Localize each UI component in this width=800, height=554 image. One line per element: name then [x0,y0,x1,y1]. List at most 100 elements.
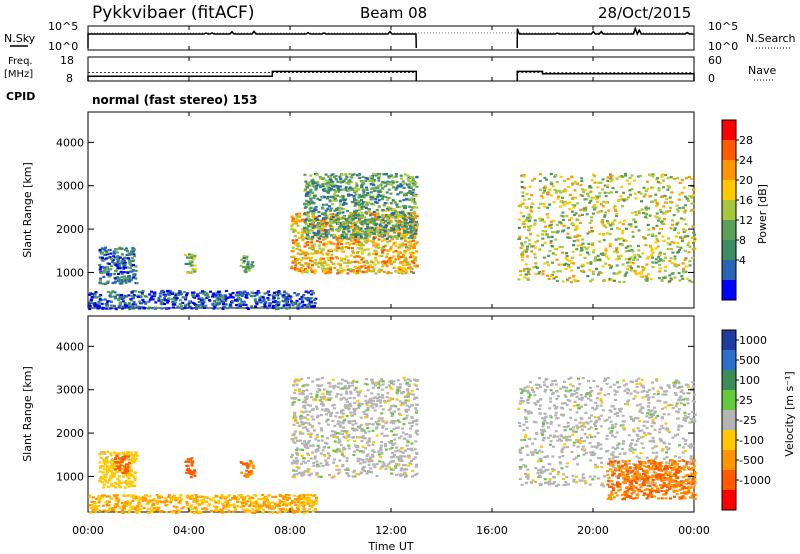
echo-cell [616,251,620,254]
echo-cell [646,255,650,258]
echo-cell [393,438,397,441]
echo-cell [543,189,547,192]
echo-cell [387,259,391,262]
echo-cell [377,386,380,389]
echo-cell [204,294,208,297]
echo-cell [387,219,391,222]
echo-cell [555,279,559,283]
echo-cell [202,300,206,303]
echo-cell [372,441,376,444]
echo-cell [306,452,310,455]
echo-cell [567,263,571,266]
echo-cell [684,270,688,273]
echo-cell [130,291,134,294]
nsky-tick-bottom: 10^0 [48,40,78,53]
echo-cell [333,193,336,196]
echo-cell [240,258,243,261]
echo-cell [293,461,297,464]
echo-cell [311,212,314,216]
echo-cell [399,177,403,180]
echo-cell [319,462,323,465]
echo-cell [671,251,675,254]
echo-cell [363,194,367,197]
echo-cell [534,273,538,276]
echo-cell [688,264,692,267]
echo-cell [412,184,416,187]
echo-cell [675,204,679,207]
echo-cell [304,257,308,260]
echo-cell [228,303,232,306]
echo-cell [158,292,162,295]
echo-cell [323,212,327,215]
echo-cell [629,225,633,228]
echo-cell [312,196,316,200]
echo-cell [324,229,327,232]
echo-cell [582,207,586,210]
echo-cell [386,392,390,395]
echo-cell [149,297,153,300]
echo-cell [541,417,545,420]
echo-cell [216,299,220,302]
echo-cell [361,175,365,178]
echo-cell [385,223,389,226]
echo-cell [385,202,389,205]
echo-cell [305,298,309,301]
echo-cell [376,186,380,190]
echo-cell [189,256,193,259]
echo-cell [127,257,130,260]
echo-cell [115,461,119,464]
echo-cell [360,245,364,248]
echo-cell [147,300,151,303]
echo-cell [533,219,537,222]
echo-cell [388,386,392,389]
echo-cell [302,473,306,476]
echo-cell [388,441,391,444]
echo-cell [409,220,412,224]
echo-cell [109,452,113,455]
echo-cell [320,229,324,232]
echo-cell [387,175,391,178]
echo-cell [624,273,628,276]
echo-cell [102,460,106,463]
echo-cell [301,471,305,474]
echo-cell [129,451,133,454]
echo-cell [243,255,247,258]
echo-cell [153,307,157,310]
echo-cell [131,303,135,306]
echo-cell [114,280,118,283]
echo-cell [157,297,161,300]
echo-cell [353,388,357,391]
echo-cell [406,232,410,235]
echo-cell [406,448,410,451]
echo-cell [347,386,351,389]
echo-cell [410,416,414,419]
echo-cell [250,461,254,464]
echo-cell [554,190,558,193]
echo-cell [291,260,295,263]
echo-cell [663,269,667,272]
echo-cell [237,303,241,306]
echo-cell [365,212,369,215]
echo-cell [376,194,380,197]
echo-cell [340,429,344,432]
echo-cell [596,259,600,262]
echo-cell [303,252,307,255]
echo-cell [413,448,417,451]
echo-cell [111,464,115,467]
echo-cell [317,211,321,214]
echo-cell [331,225,335,228]
echo-cell [303,270,307,273]
echo-cell [375,208,379,212]
echo-cell [692,241,695,245]
echo-cell [558,205,562,208]
echo-cell [398,457,402,460]
echo-cell [218,296,222,299]
echo-cell [646,420,650,423]
echo-cell [520,483,524,486]
echo-cell [408,427,412,430]
echo-cell [103,248,107,251]
echo-cell [525,218,528,221]
echo-cell [544,225,547,228]
echo-cell [364,236,368,239]
echo-cell [324,463,328,466]
